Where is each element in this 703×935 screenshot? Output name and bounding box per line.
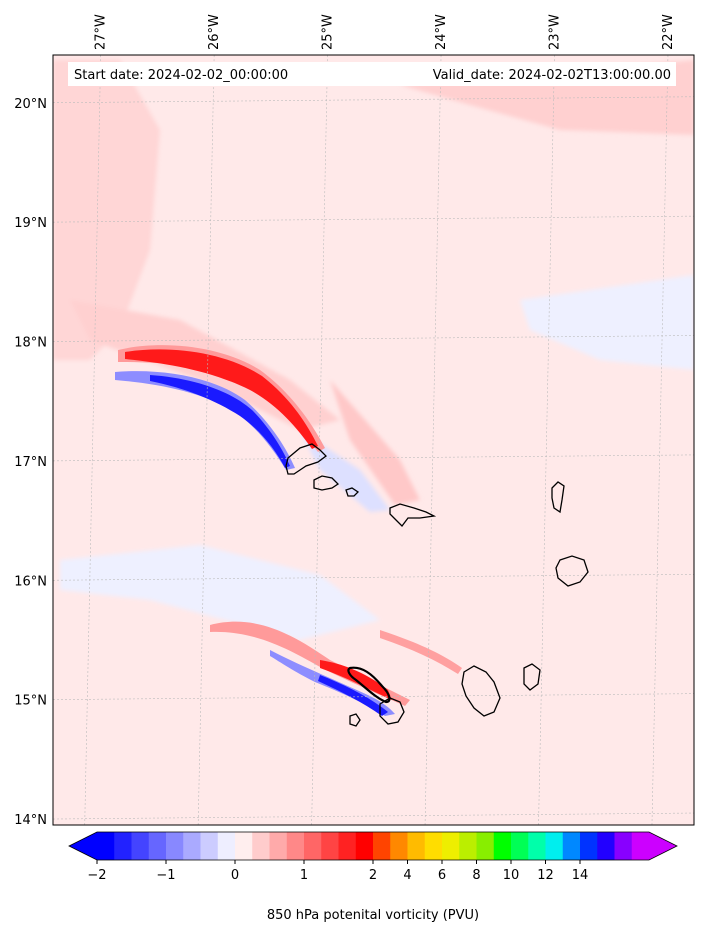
colorbar-title: 850 hPa potenital vorticity (PVU) [267, 908, 479, 923]
colorbar-swatch [218, 832, 236, 860]
colorbar-swatch [235, 832, 253, 860]
colorbar-tick-label: 2 [369, 868, 377, 883]
latitude-tick-label: 19°N [14, 216, 47, 231]
longitude-tick-label: 25°W [321, 14, 336, 50]
latitude-tick-labels: 20°N 19°N 18°N 17°N 16°N 15°N 14°N [14, 97, 47, 828]
colorbar-swatch [132, 832, 150, 860]
colorbar-swatch [615, 832, 633, 860]
colorbar-swatch [442, 832, 460, 860]
longitude-tick-label: 27°W [94, 14, 109, 50]
colorbar-tick-label: 4 [403, 868, 411, 883]
colorbar-swatch [425, 832, 443, 860]
colorbar-swatch [511, 832, 529, 860]
colorbar-tick-label: 10 [503, 868, 520, 883]
longitude-tick-label: 22°W [661, 14, 676, 50]
colorbar-tick-label: 6 [438, 868, 446, 883]
latitude-tick-label: 20°N [14, 97, 47, 112]
latitude-tick-label: 17°N [14, 455, 47, 470]
colorbar-swatch [408, 832, 426, 860]
colorbar-swatch [201, 832, 219, 860]
colorbar-swatch [304, 832, 322, 860]
colorbar-tick-label: −1 [156, 868, 175, 883]
colorbar-swatch [356, 832, 374, 860]
colorbar-swatch [270, 832, 288, 860]
colorbar-swatch [149, 832, 167, 860]
colorbar-extend-min [69, 832, 97, 860]
colorbar-swatch [477, 832, 495, 860]
colorbar-tick-label: 1 [300, 868, 308, 883]
colorbar-swatch [597, 832, 615, 860]
colorbar-swatch [528, 832, 546, 860]
colorbar-tick-label: 0 [231, 868, 239, 883]
valid-date-label: Valid_date: 2024-02-02T13:00:00.00 [433, 68, 671, 83]
map-panel [53, 55, 694, 825]
colorbar-swatch [459, 832, 477, 860]
latitude-tick-label: 15°N [14, 694, 47, 709]
colorbar-extend-max [649, 832, 677, 860]
longitude-tick-labels: 27°W 26°W 25°W 24°W 23°W 22°W [94, 14, 676, 50]
latitude-tick-label: 16°N [14, 574, 47, 589]
colorbar-swatch [563, 832, 581, 860]
colorbar [69, 832, 677, 860]
latitude-tick-label: 14°N [14, 813, 47, 828]
start-date-label: Start date: 2024-02-02_00:00:00 [74, 68, 288, 83]
colorbar-swatch [252, 832, 270, 860]
colorbar-swatch [546, 832, 564, 860]
colorbar-swatch [494, 832, 512, 860]
longitude-tick-label: 26°W [207, 14, 222, 50]
colorbar-swatch [390, 832, 408, 860]
colorbar-swatch [166, 832, 184, 860]
colorbar-swatch [287, 832, 305, 860]
colorbar-swatch [114, 832, 132, 860]
colorbar-swatch [373, 832, 391, 860]
colorbar-tick-label: 8 [472, 868, 480, 883]
longitude-tick-label: 23°W [548, 14, 563, 50]
colorbar-tick-label: 14 [572, 868, 589, 883]
colorbar-ticks: −2 −1 0 1 2 4 6 8 10 12 14 [87, 860, 588, 883]
longitude-tick-label: 24°W [434, 14, 449, 50]
colorbar-swatch [321, 832, 339, 860]
colorbar-tick-label: −2 [87, 868, 106, 883]
latitude-tick-label: 18°N [14, 336, 47, 351]
colorbar-swatch [339, 832, 357, 860]
colorbar-swatch [580, 832, 598, 860]
colorbar-swatch [632, 832, 650, 860]
colorbar-swatch [97, 832, 115, 860]
colorbar-tick-label: 12 [537, 868, 554, 883]
colorbar-swatch [183, 832, 201, 860]
